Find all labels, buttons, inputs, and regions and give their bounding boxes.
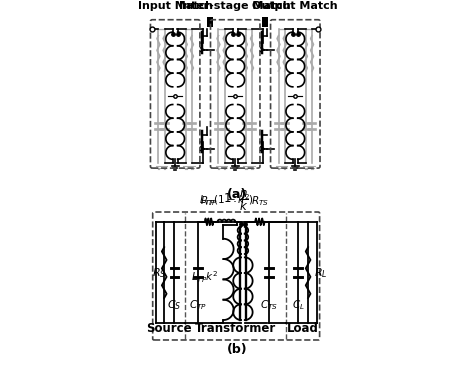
Text: Inter-stage Match: Inter-stage Match bbox=[180, 1, 291, 11]
Text: $L_{TP}k^2$: $L_{TP}k^2$ bbox=[191, 270, 219, 286]
Text: $R_{TS}$: $R_{TS}$ bbox=[251, 194, 269, 208]
Text: Transformer: Transformer bbox=[195, 322, 276, 335]
Text: $C_L$: $C_L$ bbox=[292, 298, 304, 312]
Text: Input Match: Input Match bbox=[137, 1, 213, 11]
Text: Load: Load bbox=[287, 322, 319, 335]
Text: $R_{TP}$: $R_{TP}$ bbox=[200, 194, 218, 208]
Text: (a): (a) bbox=[227, 188, 247, 201]
Text: $C_{TP}$: $C_{TP}$ bbox=[189, 298, 207, 312]
Text: $R_L$: $R_L$ bbox=[314, 266, 328, 280]
Text: (b): (b) bbox=[227, 343, 247, 355]
Text: $L_{TP}(1-k^2)$: $L_{TP}(1-k^2)$ bbox=[199, 193, 254, 208]
Text: $R_S$: $R_S$ bbox=[152, 266, 166, 280]
Text: Source: Source bbox=[146, 322, 192, 335]
Text: $C_{TS}$: $C_{TS}$ bbox=[260, 298, 278, 312]
Text: $C_S$: $C_S$ bbox=[167, 298, 182, 312]
Text: Output Match: Output Match bbox=[253, 1, 338, 11]
Text: $1:\dfrac{n}{k}$: $1:\dfrac{n}{k}$ bbox=[223, 189, 249, 213]
